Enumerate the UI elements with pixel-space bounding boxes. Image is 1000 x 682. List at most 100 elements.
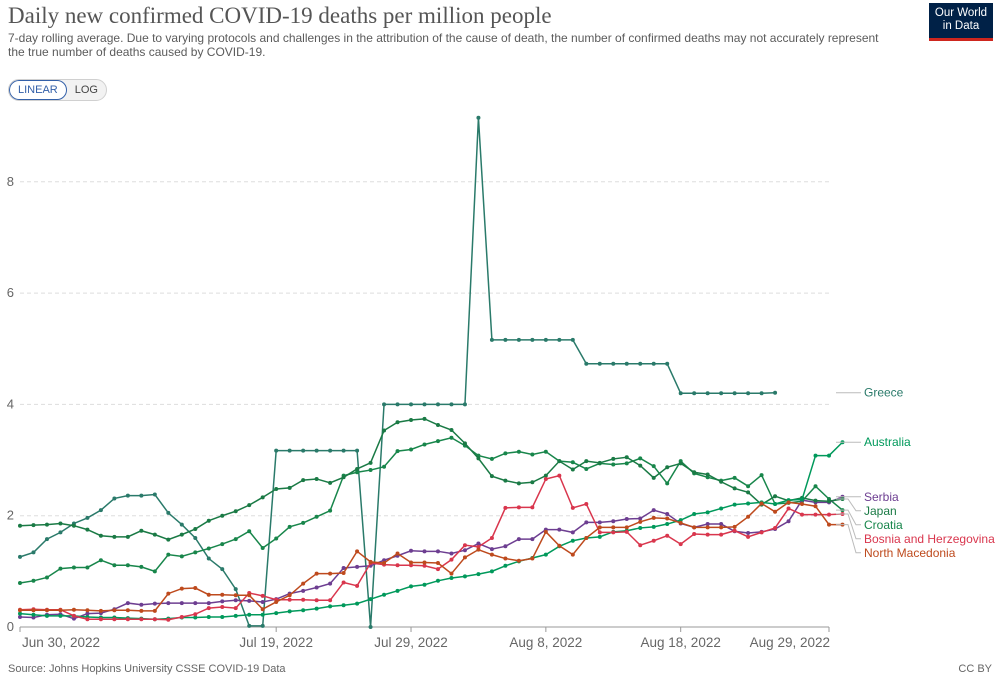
data-point <box>193 527 198 532</box>
data-point <box>179 586 184 591</box>
data-point <box>449 402 454 407</box>
data-point <box>638 543 643 548</box>
data-point <box>503 544 508 549</box>
series-label: Bosnia and Herzegovina <box>864 532 995 546</box>
data-point <box>301 478 306 483</box>
data-point <box>152 608 157 613</box>
data-point <box>139 608 144 613</box>
data-point <box>395 449 400 454</box>
data-point <box>611 519 616 524</box>
data-point <box>435 578 440 583</box>
data-point <box>341 580 346 585</box>
data-point <box>301 448 306 453</box>
data-point <box>44 575 49 580</box>
data-point <box>705 510 710 515</box>
license-note[interactable]: CC BY <box>958 663 992 675</box>
data-point <box>651 508 656 513</box>
data-point <box>813 453 818 458</box>
data-point <box>462 441 467 446</box>
y-tick-label: 0 <box>7 619 14 634</box>
data-point <box>341 448 346 453</box>
owid-logo[interactable]: Our World in Data <box>929 3 993 41</box>
data-point <box>530 556 535 561</box>
logo-line-2: in Data <box>942 20 980 32</box>
data-point <box>206 592 211 597</box>
x-axis: Jun 30, 2022 Jul 19, 2022 Jul 29, 2022 Aug … <box>19 627 830 650</box>
logo-line-1: Our World <box>934 7 988 19</box>
y-axis: 0 2 4 6 8 <box>7 174 14 634</box>
data-point <box>233 537 238 542</box>
data-point <box>382 561 387 565</box>
data-point <box>139 617 144 622</box>
data-point <box>665 533 670 538</box>
series-label: Japan <box>864 504 897 518</box>
linear-scale-button[interactable]: LINEAR <box>9 80 67 100</box>
data-point <box>800 497 805 502</box>
data-point <box>543 337 548 342</box>
log-scale-button[interactable]: LOG <box>74 84 98 96</box>
data-point <box>220 567 225 572</box>
data-point <box>759 530 764 535</box>
data-point <box>786 506 791 511</box>
data-point <box>355 583 360 588</box>
data-point <box>179 601 184 606</box>
data-point <box>705 522 710 527</box>
y-tick-label: 8 <box>7 174 14 189</box>
data-point <box>206 614 211 619</box>
data-point <box>786 519 791 524</box>
data-point <box>112 617 117 622</box>
data-point <box>462 574 467 579</box>
data-point <box>516 337 521 342</box>
data-point <box>152 617 157 622</box>
data-point <box>274 599 279 604</box>
data-point <box>570 337 575 342</box>
series-line <box>19 436 843 584</box>
data-point <box>638 519 643 524</box>
data-point <box>570 530 575 535</box>
data-point <box>435 439 440 444</box>
series-label: Australia <box>864 435 911 449</box>
data-point <box>98 558 103 563</box>
data-point <box>638 463 643 468</box>
data-point <box>665 481 670 486</box>
data-point <box>314 514 319 519</box>
data-point <box>651 524 656 529</box>
data-point <box>516 505 521 510</box>
data-point <box>503 451 508 456</box>
data-point <box>692 525 697 530</box>
data-point <box>193 586 198 591</box>
data-point <box>746 534 751 539</box>
data-point <box>71 565 76 570</box>
series-label: North Macedonia <box>864 546 956 560</box>
data-point <box>328 508 333 513</box>
data-point <box>368 625 373 629</box>
data-point <box>435 402 440 407</box>
data-point <box>233 606 238 611</box>
data-point <box>233 593 238 598</box>
data-point <box>260 545 265 550</box>
data-point <box>489 547 494 552</box>
label-connector <box>836 498 861 512</box>
label-connector <box>836 513 861 540</box>
data-point <box>422 416 427 421</box>
x-tick-label: Aug 18, 2022 <box>641 635 721 650</box>
data-point <box>274 611 279 616</box>
data-point <box>260 495 265 500</box>
data-point <box>193 601 198 606</box>
data-point <box>813 504 818 509</box>
data-point <box>746 501 751 506</box>
data-point <box>382 558 387 563</box>
data-point <box>44 608 49 613</box>
data-point <box>58 530 63 535</box>
series-label-group: Bosnia and Herzegovina <box>836 513 995 546</box>
data-point <box>220 513 225 518</box>
data-point <box>355 466 360 471</box>
data-point <box>220 542 225 547</box>
data-point <box>449 576 454 581</box>
data-point <box>301 608 306 613</box>
data-point <box>31 615 36 620</box>
data-point <box>409 402 414 407</box>
data-point <box>395 563 400 568</box>
source-note[interactable]: Source: Johns Hopkins University CSSE CO… <box>8 663 286 675</box>
data-point <box>719 532 724 537</box>
